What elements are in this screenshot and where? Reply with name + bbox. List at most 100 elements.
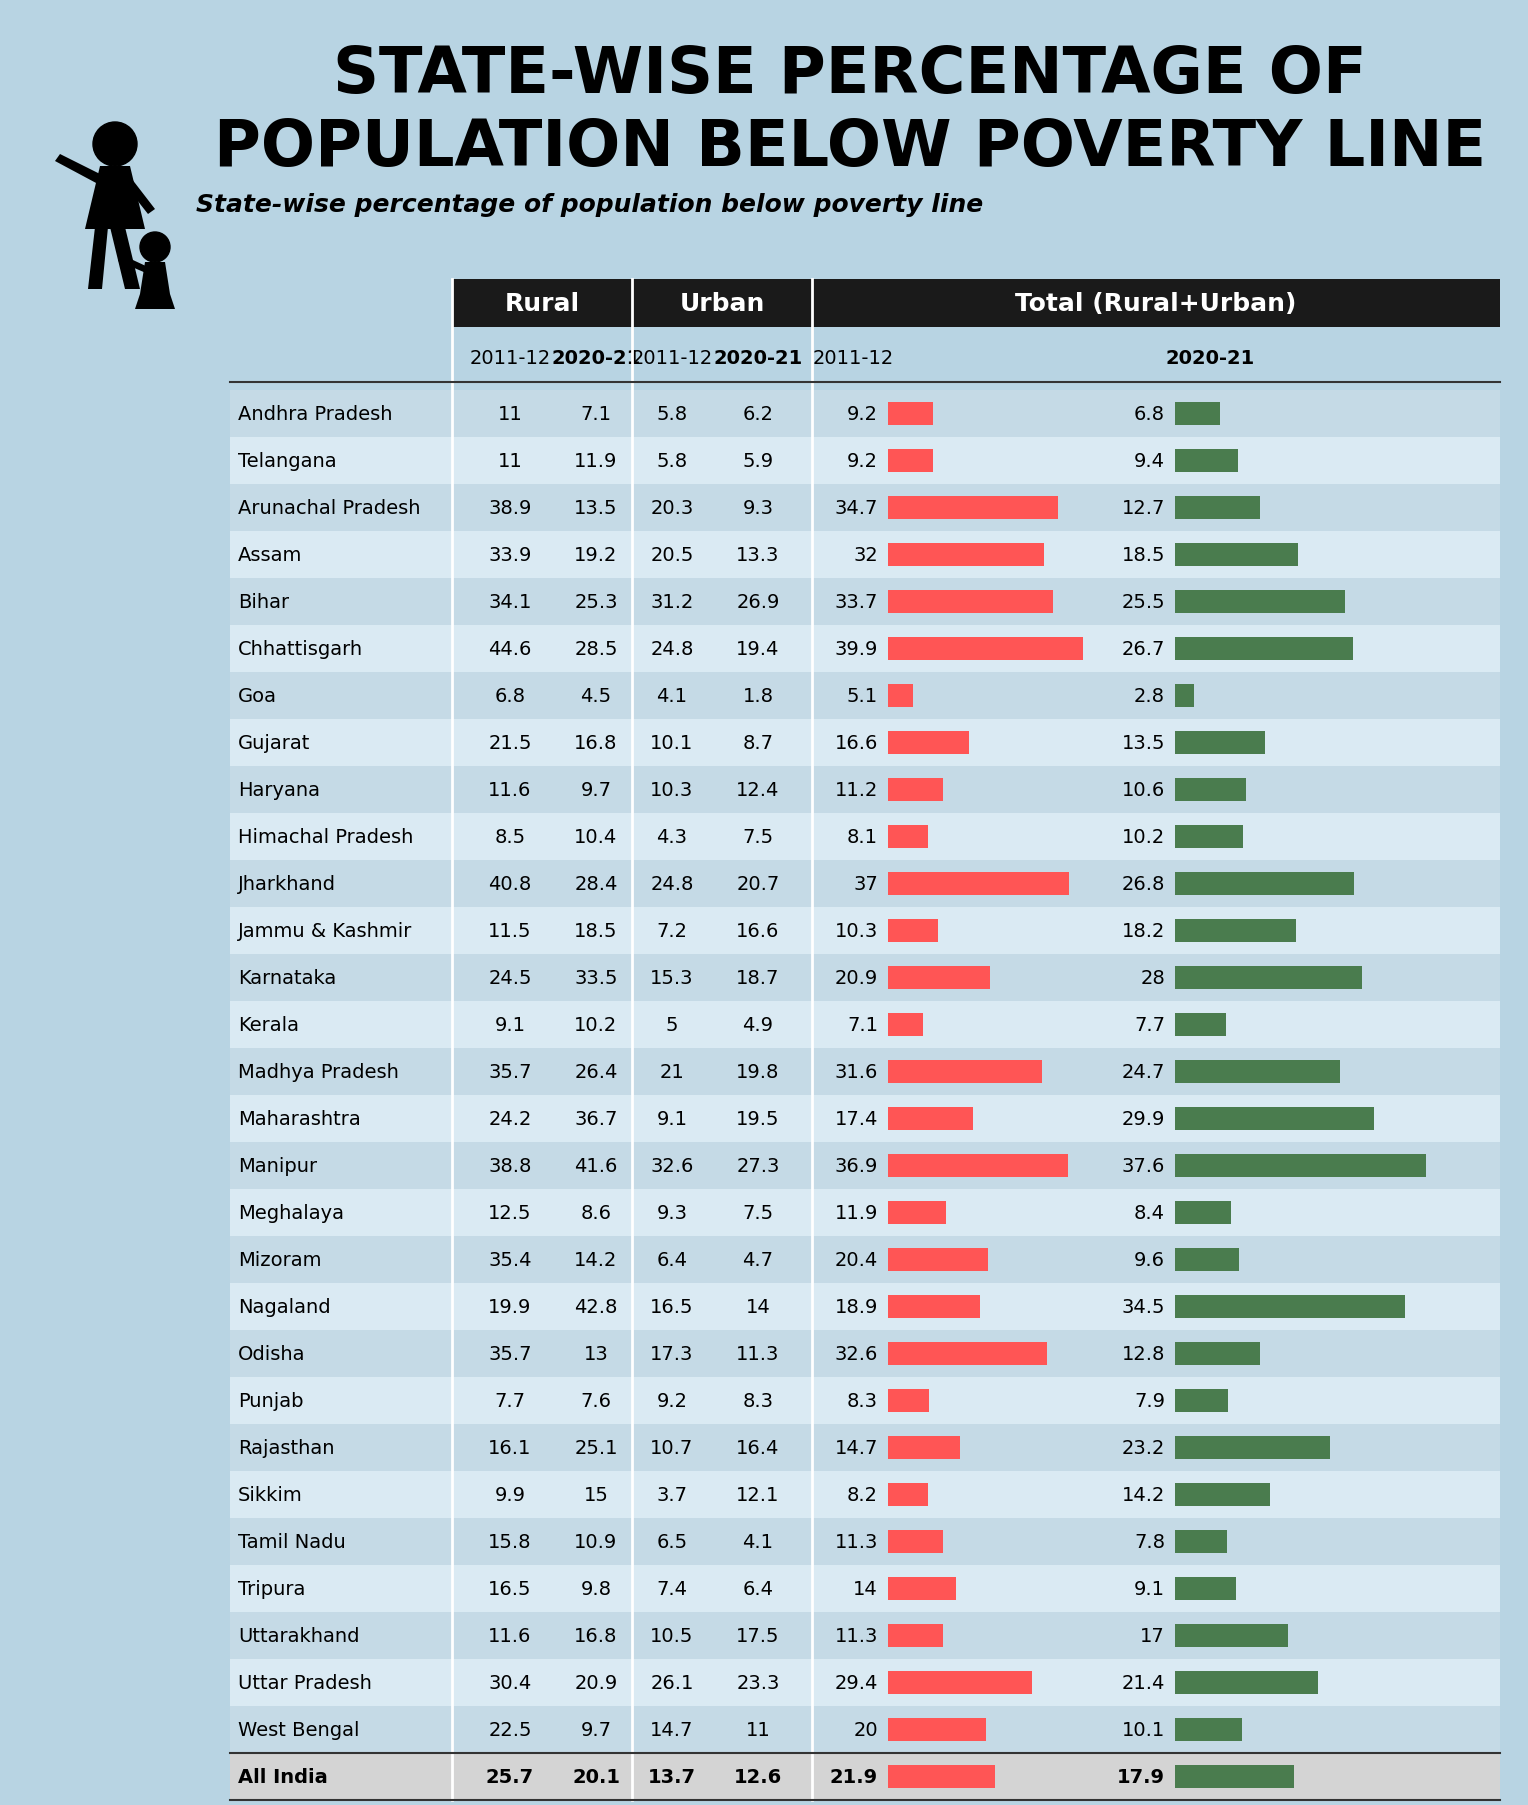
Text: 12.8: 12.8 [1122, 1345, 1164, 1363]
Text: 10.3: 10.3 [834, 922, 879, 940]
FancyBboxPatch shape [888, 1247, 987, 1271]
FancyBboxPatch shape [888, 1437, 960, 1460]
Text: 16.8: 16.8 [575, 1626, 617, 1644]
Text: 4.3: 4.3 [657, 827, 688, 847]
Text: Total (Rural+Urban): Total (Rural+Urban) [1015, 292, 1297, 316]
Text: Karnataka: Karnataka [238, 969, 336, 987]
Polygon shape [89, 227, 108, 291]
Text: 29.4: 29.4 [834, 1673, 879, 1691]
Text: 5.8: 5.8 [657, 451, 688, 471]
Text: 10.2: 10.2 [575, 1016, 617, 1034]
FancyBboxPatch shape [1175, 872, 1354, 895]
FancyBboxPatch shape [231, 579, 1500, 626]
Polygon shape [110, 227, 141, 291]
Text: Punjab: Punjab [238, 1392, 304, 1410]
FancyBboxPatch shape [888, 496, 1057, 520]
Text: 9.4: 9.4 [1134, 451, 1164, 471]
Text: 21: 21 [660, 1063, 685, 1081]
Text: 2011-12: 2011-12 [469, 348, 550, 366]
FancyBboxPatch shape [231, 1518, 1500, 1565]
Circle shape [141, 233, 170, 264]
FancyBboxPatch shape [452, 280, 633, 329]
FancyBboxPatch shape [888, 1341, 1047, 1366]
Text: 20.9: 20.9 [834, 969, 879, 987]
FancyBboxPatch shape [1175, 1765, 1294, 1789]
Text: 8.4: 8.4 [1134, 1204, 1164, 1222]
Text: 13: 13 [584, 1345, 608, 1363]
Text: Odisha: Odisha [238, 1345, 306, 1363]
Text: 5.1: 5.1 [847, 686, 879, 706]
Text: Urban: Urban [680, 292, 764, 316]
FancyBboxPatch shape [888, 637, 1083, 661]
Text: 11.5: 11.5 [489, 922, 532, 940]
FancyBboxPatch shape [1175, 731, 1265, 754]
Text: 9.3: 9.3 [657, 1204, 688, 1222]
Text: 35.4: 35.4 [489, 1251, 532, 1269]
Text: 16.4: 16.4 [736, 1439, 779, 1457]
Text: 8.6: 8.6 [581, 1204, 611, 1222]
FancyBboxPatch shape [888, 872, 1070, 895]
Text: 9.1: 9.1 [1134, 1579, 1164, 1597]
FancyBboxPatch shape [888, 1200, 946, 1224]
FancyBboxPatch shape [231, 861, 1500, 908]
Text: 9.1: 9.1 [495, 1016, 526, 1034]
Text: 19.5: 19.5 [736, 1110, 779, 1128]
FancyBboxPatch shape [231, 1706, 1500, 1753]
Text: Jammu & Kashmir: Jammu & Kashmir [238, 922, 413, 940]
FancyBboxPatch shape [1175, 1153, 1426, 1177]
FancyBboxPatch shape [231, 626, 1500, 673]
Text: 16.1: 16.1 [489, 1439, 532, 1457]
Text: 18.5: 18.5 [575, 922, 617, 940]
Text: 7.8: 7.8 [1134, 1532, 1164, 1550]
Text: Manipur: Manipur [238, 1157, 318, 1175]
Text: 27.3: 27.3 [736, 1157, 779, 1175]
Text: 11.9: 11.9 [575, 451, 617, 471]
Text: 17.3: 17.3 [651, 1345, 694, 1363]
Text: 29.9: 29.9 [1122, 1110, 1164, 1128]
Text: 2020-21: 2020-21 [714, 348, 802, 366]
Text: 16.8: 16.8 [575, 733, 617, 753]
Text: 16.6: 16.6 [736, 922, 779, 940]
FancyBboxPatch shape [231, 767, 1500, 814]
Text: 26.9: 26.9 [736, 592, 779, 612]
Text: 22.5: 22.5 [489, 1720, 532, 1738]
FancyBboxPatch shape [633, 280, 811, 329]
Text: 19.9: 19.9 [489, 1298, 532, 1316]
Text: Gujarat: Gujarat [238, 733, 310, 753]
Text: 10.5: 10.5 [651, 1626, 694, 1644]
FancyBboxPatch shape [888, 1484, 927, 1507]
Text: 11.6: 11.6 [489, 1626, 532, 1644]
Text: 11.2: 11.2 [834, 780, 879, 800]
Text: Uttarakhand: Uttarakhand [238, 1626, 359, 1644]
FancyBboxPatch shape [231, 1049, 1500, 1096]
Text: 7.7: 7.7 [1134, 1016, 1164, 1034]
Text: 12.5: 12.5 [489, 1204, 532, 1222]
Text: 34.7: 34.7 [834, 498, 879, 518]
Text: 9.7: 9.7 [581, 1720, 611, 1738]
Text: Maharashtra: Maharashtra [238, 1110, 361, 1128]
Text: 5: 5 [666, 1016, 678, 1034]
Text: 13.3: 13.3 [736, 545, 779, 565]
FancyBboxPatch shape [231, 1377, 1500, 1424]
Text: Rajasthan: Rajasthan [238, 1439, 335, 1457]
Text: 4.1: 4.1 [743, 1532, 773, 1550]
FancyBboxPatch shape [231, 673, 1500, 720]
Text: Mizoram: Mizoram [238, 1251, 321, 1269]
Text: 19.8: 19.8 [736, 1063, 779, 1081]
Text: Assam: Assam [238, 545, 303, 565]
Text: Arunachal Pradesh: Arunachal Pradesh [238, 498, 420, 518]
Text: Meghalaya: Meghalaya [238, 1204, 344, 1222]
FancyBboxPatch shape [1175, 1013, 1227, 1036]
Text: 33.5: 33.5 [575, 969, 617, 987]
Text: 15.8: 15.8 [489, 1532, 532, 1550]
Text: 41.6: 41.6 [575, 1157, 617, 1175]
FancyBboxPatch shape [231, 1612, 1500, 1659]
FancyBboxPatch shape [231, 1330, 1500, 1377]
FancyBboxPatch shape [1175, 1484, 1270, 1507]
FancyBboxPatch shape [888, 1390, 929, 1413]
Text: 34.1: 34.1 [489, 592, 532, 612]
FancyBboxPatch shape [1175, 1200, 1232, 1224]
Text: West Bengal: West Bengal [238, 1720, 359, 1738]
Text: 14: 14 [746, 1298, 770, 1316]
FancyBboxPatch shape [1175, 825, 1242, 848]
